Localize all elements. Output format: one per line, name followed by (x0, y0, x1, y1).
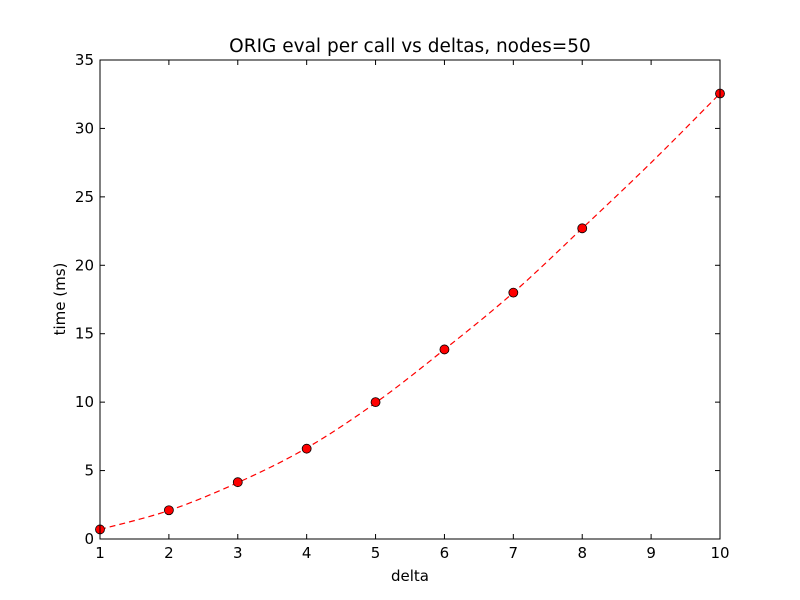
x-tick-label: 1 (95, 544, 105, 562)
x-tick-label: 3 (233, 544, 243, 562)
y-tick-label: 25 (75, 188, 94, 206)
x-tick-label: 8 (577, 544, 587, 562)
points-layer (95, 88, 725, 535)
curve-layer (99, 93, 721, 530)
x-tick-label: 5 (371, 544, 381, 562)
x-tick-label: 4 (302, 544, 312, 562)
data-point (508, 287, 519, 298)
data-point (163, 505, 174, 516)
fit-curve-line (99, 93, 721, 530)
x-axis-label: delta (391, 567, 429, 585)
x-tick-label: 9 (646, 544, 656, 562)
data-point (370, 397, 381, 408)
x-tick-label: 7 (509, 544, 519, 562)
ticks-layer: 1 2 3 4 5 6 7 8 9 10 0 5 10 15 20 25 30 35 (75, 51, 730, 562)
x-tick-label: 6 (440, 544, 450, 562)
y-tick-label: 0 (84, 530, 94, 548)
y-tick-label: 20 (75, 256, 94, 274)
y-tick-label: 5 (84, 462, 94, 480)
data-point (301, 443, 312, 454)
y-tick-label: 10 (75, 393, 94, 411)
data-point (439, 344, 450, 355)
x-tick-label: 10 (710, 544, 729, 562)
y-tick-label: 35 (75, 51, 94, 69)
plot-frame (99, 59, 721, 540)
data-point (232, 477, 243, 488)
y-axis-label: time (ms) (51, 263, 69, 336)
chart-title: ORIG eval per call vs deltas, nodes=50 (229, 36, 591, 57)
y-tick-label: 15 (75, 325, 94, 343)
y-tick-label: 30 (75, 119, 94, 137)
data-point (577, 223, 588, 234)
x-tick-label: 2 (164, 544, 174, 562)
